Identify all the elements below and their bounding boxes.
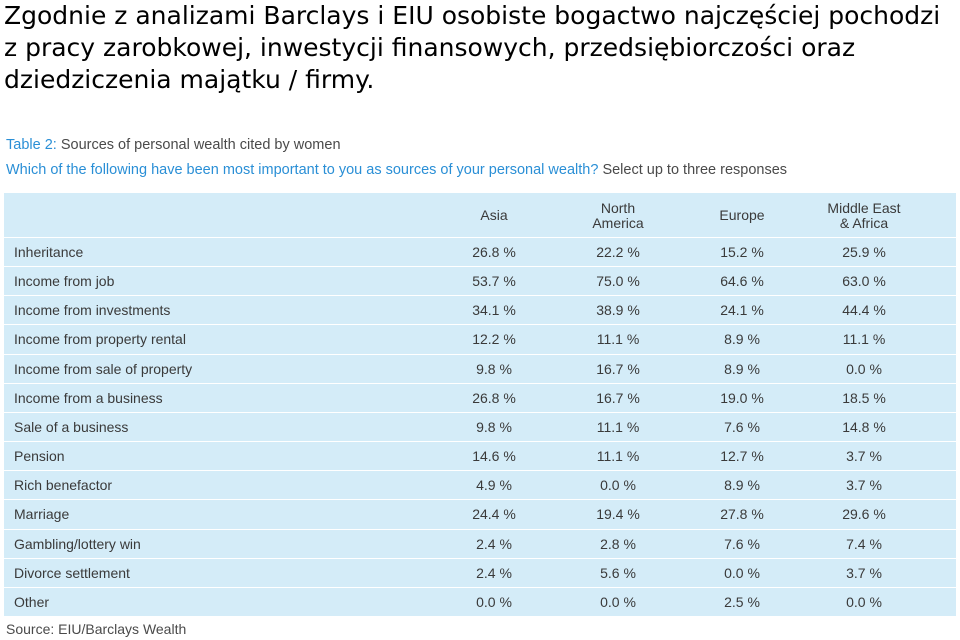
table-cell: 16.7 % [596, 389, 640, 406]
table-cell: 0.0 % [846, 593, 882, 610]
table-cell: 11.1 % [596, 418, 640, 435]
table-title-label: Table 2: [6, 137, 57, 153]
table-row: Divorce settlement 2.4 % 5.6 % 0.0 % 3.7 % [4, 557, 956, 587]
table-cell: 2.8 % [600, 535, 636, 552]
table-cell: 11.1 % [596, 448, 640, 465]
table-cell: 2.4 % [476, 564, 512, 581]
wealth-sources-table: Asia North America Europe Middle East & Af… [4, 193, 956, 616]
table-cell: 2.4 % [476, 535, 512, 552]
table-cell: 5.6 % [600, 564, 636, 581]
table-cell: 12.7 % [720, 448, 764, 465]
table-cell: 3.7 % [846, 448, 882, 465]
table-title-text: Sources of personal wealth cited by wome… [60, 137, 341, 153]
table-cell: 18.5 % [842, 389, 886, 406]
table-cell: 64.6 % [720, 273, 764, 290]
table-row: Income from a business 26.8 % 16.7 % 19.0 %… [4, 382, 956, 412]
table-cell: 0.0 % [724, 564, 760, 581]
column-header-europe: Europe [719, 207, 765, 223]
table-cell: 34.1 % [472, 302, 516, 319]
table-cell: 7.6 % [724, 418, 760, 435]
table-cell: 8.9 % [724, 477, 760, 494]
table-cell: 26.8 % [472, 389, 516, 406]
row-label: Rich benefactor [14, 477, 113, 494]
table-cell: 14.8 % [842, 418, 886, 435]
row-label: Income from sale of property [14, 360, 193, 377]
table-row: Income from property rental 12.2 % 11.1 % 8… [4, 324, 956, 353]
table-cell: 0.0 % [600, 477, 636, 494]
survey-question: Which of the following have been most im… [6, 162, 787, 178]
row-label: Divorce settlement [14, 564, 130, 581]
heading-line-3: dziedziczenia majątku / firmy. [4, 65, 375, 94]
survey-question-text: Which of the following have been most im… [6, 162, 599, 178]
table-cell: 3.7 % [846, 477, 882, 494]
table-cell: 26.8 % [472, 244, 516, 260]
table-cell: 63.0 % [842, 273, 886, 290]
survey-question-note: Select up to three responses [602, 162, 788, 178]
table-cell: 24.1 % [720, 302, 764, 319]
heading-line-2: z pracy zarobkowej, inwestycji finansowy… [4, 33, 856, 62]
slide-heading: Zgodnie z analizami Barclays i EIU osobi… [4, 0, 954, 96]
table-cell: 0.0 % [846, 360, 882, 377]
table-cell: 24.4 % [472, 506, 516, 523]
table-cell: 9.8 % [476, 418, 512, 435]
table-cell: 44.4 % [842, 302, 886, 319]
table-cell: 19.0 % [720, 389, 764, 406]
table-row: Gambling/lottery win 2.4 % 2.8 % 7.6 % 7.4 % [4, 528, 956, 558]
row-label: Income from a business [14, 389, 163, 406]
table-cell: 15.2 % [720, 244, 764, 260]
table-cell: 2.5 % [724, 593, 760, 610]
row-label: Marriage [14, 506, 70, 523]
table-row: Rich benefactor 4.9 % 0.0 % 8.9 % 3.7 % [4, 470, 956, 499]
table-cell: 7.4 % [846, 535, 882, 552]
table-row: Sale of a business 9.8 % 11.1 % 7.6 % 14.8 % [4, 411, 956, 441]
table-row: Income from sale of property 9.8 % 16.7 % 8… [4, 353, 956, 383]
table-cell: 29.6 % [842, 506, 886, 523]
table-cell: 0.0 % [600, 593, 636, 610]
heading-line-1: Zgodnie z analizami Barclays i EIU osobi… [4, 1, 941, 30]
table-cell: 19.4 % [596, 506, 640, 523]
table-cell: 25.9 % [842, 244, 886, 260]
table-cell: 3.7 % [846, 564, 882, 581]
table-cell: 75.0 % [596, 273, 640, 290]
table-cell: 11.1 % [596, 331, 640, 348]
table-cell: 22.2 % [596, 244, 640, 260]
row-label: Income from investments [14, 302, 171, 319]
row-label: Other [14, 593, 50, 610]
table-cell: 27.8 % [720, 506, 764, 523]
table-cell: 7.6 % [724, 535, 760, 552]
table-cell: 8.9 % [724, 360, 760, 377]
table-row: Income from job 53.7 % 75.0 % 64.6 % 63.0 % [4, 266, 956, 295]
table-header-row: Asia North America Europe Middle East & Af… [4, 193, 956, 238]
row-label: Pension [14, 448, 65, 465]
source-note: Source: EIU/Barclays Wealth [6, 621, 187, 637]
table-cell: 9.8 % [476, 360, 512, 377]
table-cell: 16.7 % [596, 360, 640, 377]
row-label: Gambling/lottery win [14, 535, 141, 552]
column-header-middle-east-africa: Middle East & Africa [827, 199, 901, 231]
table-row: Marriage 24.4 % 19.4 % 27.8 % 29.6 % [4, 499, 956, 528]
table-cell: 0.0 % [476, 593, 512, 610]
table-row: Inheritance 26.8 % 22.2 % 15.2 % 25.9 % [4, 237, 956, 266]
table-cell: 38.9 % [596, 302, 640, 319]
table-cell: 53.7 % [472, 273, 516, 290]
table-row: Pension 14.6 % 11.1 % 12.7 % 3.7 % [4, 441, 956, 470]
table-cell: 4.9 % [476, 477, 512, 494]
table-cell: 8.9 % [724, 331, 760, 348]
table-title: Table 2: Sources of personal wealth cite… [6, 137, 341, 153]
row-label: Income from property rental [14, 331, 186, 348]
table-row: Income from investments 34.1 % 38.9 % 24.1 … [4, 295, 956, 324]
row-label: Income from job [14, 273, 115, 290]
column-header-north-america: North America [592, 199, 644, 231]
row-label: Sale of a business [14, 418, 129, 435]
table-cell: 11.1 % [842, 331, 886, 348]
column-header-asia: Asia [480, 207, 508, 223]
row-label: Inheritance [14, 244, 84, 260]
table-cell: 12.2 % [472, 331, 516, 348]
table-cell: 14.6 % [472, 448, 516, 465]
table-row: Other 0.0 % 0.0 % 2.5 % 0.0 % [4, 586, 956, 616]
